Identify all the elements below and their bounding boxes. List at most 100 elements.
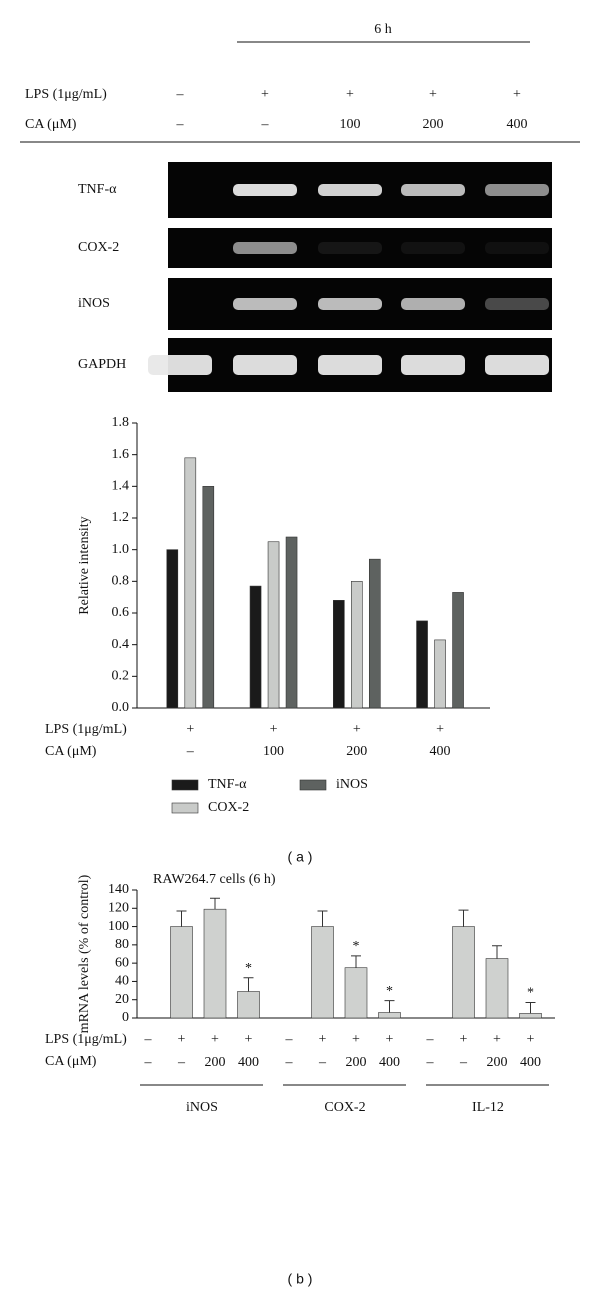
lane-condition: – bbox=[261, 117, 270, 132]
x-tick-label: 200 bbox=[346, 744, 367, 759]
x-tick-label: – bbox=[144, 1055, 153, 1070]
band bbox=[401, 355, 465, 375]
x-row-value: + bbox=[527, 1032, 535, 1047]
x-row-value: + bbox=[353, 722, 361, 737]
time-label: 6 h bbox=[374, 22, 392, 37]
y-tick-label: 80 bbox=[115, 937, 129, 952]
lane-condition: 100 bbox=[340, 117, 361, 132]
x-tick-label: – bbox=[285, 1055, 294, 1070]
x-tick-label: 200 bbox=[487, 1055, 508, 1070]
band-label: TNF-α bbox=[78, 182, 117, 197]
x-row-value: – bbox=[285, 1032, 294, 1047]
y-tick-label: 20 bbox=[115, 992, 129, 1007]
group-label: COX-2 bbox=[324, 1100, 365, 1115]
x-row-value: + bbox=[245, 1032, 253, 1047]
x-row-value: + bbox=[270, 722, 278, 737]
band bbox=[233, 298, 297, 310]
x-tick-label: 400 bbox=[520, 1055, 541, 1070]
lane-condition: – bbox=[176, 87, 185, 102]
lane-condition: 400 bbox=[507, 117, 528, 132]
band bbox=[318, 184, 382, 196]
band bbox=[318, 242, 382, 254]
legend-label: COX-2 bbox=[208, 800, 249, 815]
panel-label: ( a ) bbox=[288, 849, 313, 865]
error-bar bbox=[210, 897, 220, 910]
error-bar bbox=[525, 1001, 536, 1014]
bar bbox=[519, 1013, 542, 1019]
x-row-value: + bbox=[436, 722, 444, 737]
y-tick-label: 0.8 bbox=[112, 574, 130, 589]
error-bar bbox=[351, 955, 361, 968]
x-row-value: + bbox=[493, 1032, 501, 1047]
band bbox=[318, 355, 382, 375]
error-bar bbox=[243, 977, 254, 992]
x-row-value: + bbox=[211, 1032, 219, 1047]
band bbox=[318, 298, 382, 310]
legend-swatch bbox=[171, 802, 199, 814]
band bbox=[485, 298, 549, 310]
y-tick-label: 0.0 bbox=[112, 700, 130, 715]
x-row-value: + bbox=[319, 1032, 327, 1047]
group-label: iNOS bbox=[186, 1100, 218, 1115]
error-bar bbox=[458, 909, 469, 927]
y-tick-label: 1.4 bbox=[112, 479, 130, 494]
y-tick-label: 0.4 bbox=[112, 637, 130, 652]
x-row-value: – bbox=[426, 1032, 435, 1047]
lane-condition: – bbox=[176, 117, 185, 132]
y-tick-label: 120 bbox=[108, 901, 129, 916]
band bbox=[233, 242, 297, 254]
y-tick-label: 1.8 bbox=[112, 415, 130, 430]
band bbox=[485, 184, 549, 196]
bar bbox=[166, 549, 179, 709]
panel-label: ( b ) bbox=[288, 1271, 313, 1287]
x-row-value: + bbox=[352, 1032, 360, 1047]
error-bar bbox=[492, 945, 502, 959]
bar bbox=[368, 558, 381, 709]
band-label: GAPDH bbox=[78, 357, 126, 372]
x-tick-label: – bbox=[318, 1055, 327, 1070]
bar bbox=[452, 592, 464, 709]
y-tick-label: 0 bbox=[122, 1010, 129, 1025]
band bbox=[233, 184, 297, 196]
y-tick-label: 1.0 bbox=[112, 542, 130, 557]
bar bbox=[249, 585, 262, 709]
x-row-value: + bbox=[386, 1032, 394, 1047]
row-label: CA (μM) bbox=[45, 744, 97, 759]
bar bbox=[237, 991, 260, 1019]
y-axis-label: Relative intensity bbox=[77, 516, 92, 614]
y-tick-label: 0.2 bbox=[112, 669, 130, 684]
band bbox=[148, 355, 212, 375]
x-tick-label: – bbox=[177, 1055, 186, 1070]
x-tick-label: 400 bbox=[238, 1055, 259, 1070]
y-tick-label: 1.2 bbox=[112, 510, 130, 525]
y-tick-label: 60 bbox=[115, 955, 129, 970]
error-bar bbox=[176, 910, 187, 927]
group-label: IL-12 bbox=[472, 1100, 504, 1115]
y-tick-label: 40 bbox=[115, 974, 129, 989]
lane-condition: + bbox=[261, 87, 269, 102]
x-row-value: + bbox=[186, 722, 194, 737]
blot bbox=[168, 228, 552, 268]
bar bbox=[332, 600, 345, 709]
bar bbox=[416, 620, 428, 709]
lane-condition: + bbox=[513, 87, 521, 102]
significance: * bbox=[353, 939, 360, 954]
row-label: CA (μM) bbox=[25, 117, 77, 132]
x-tick-label: 100 bbox=[263, 744, 284, 759]
bar bbox=[434, 639, 446, 709]
legend-swatch bbox=[171, 779, 199, 791]
row-label: LPS (1μg/mL) bbox=[45, 1032, 127, 1047]
x-row-value: + bbox=[460, 1032, 468, 1047]
y-axis-label: mRNA levels (% of control) bbox=[77, 874, 92, 1033]
bar bbox=[344, 967, 368, 1019]
legend-label: TNF-α bbox=[208, 777, 247, 792]
row-label: LPS (1μg/mL) bbox=[25, 87, 107, 102]
row-label: LPS (1μg/mL) bbox=[45, 722, 127, 737]
legend-label: iNOS bbox=[336, 777, 368, 792]
x-tick-label: 200 bbox=[346, 1055, 367, 1070]
error-bar bbox=[384, 1000, 395, 1013]
y-tick-label: 100 bbox=[108, 919, 129, 934]
lane-condition: + bbox=[346, 87, 354, 102]
band bbox=[485, 242, 549, 254]
significance: * bbox=[527, 986, 534, 1001]
